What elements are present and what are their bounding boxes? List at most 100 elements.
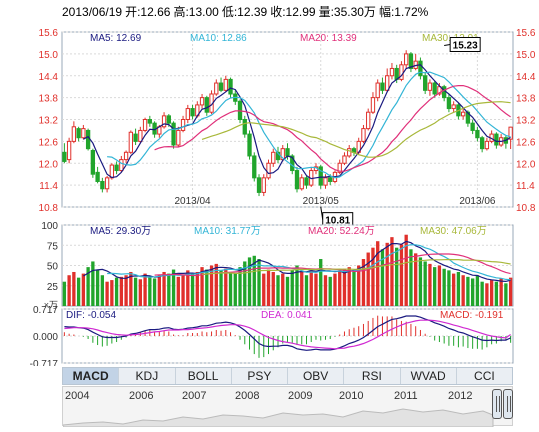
- candle-body: [304, 177, 309, 186]
- candle-body: [138, 129, 143, 142]
- price-y-tick-left: 10.8: [39, 203, 59, 214]
- tab-cci[interactable]: CCI: [474, 369, 495, 383]
- price-y-tick-left: 14.4: [39, 72, 59, 83]
- tab-psy[interactable]: PSY: [232, 368, 288, 384]
- volume-bar: [205, 269, 209, 306]
- candle-body: [142, 119, 148, 131]
- price-x-tick: 2013/06: [459, 196, 496, 207]
- volume-bar: [300, 271, 304, 306]
- price-annotation-pointer: [444, 43, 451, 46]
- candle-body: [432, 82, 437, 95]
- price-y-tick-left: 12.0: [39, 159, 59, 170]
- volume-bar: [357, 265, 361, 306]
- price-y-tick-left: 13.8: [39, 94, 59, 105]
- candle-body: [114, 164, 119, 172]
- volume-bar: [499, 278, 503, 306]
- candle-body: [299, 177, 304, 190]
- volume-bar: [124, 275, 128, 306]
- tab-obv[interactable]: OBV: [288, 368, 345, 384]
- volume-bar: [475, 275, 480, 306]
- price-x-tick: 2013/04: [174, 196, 211, 207]
- volume-bar: [404, 234, 408, 306]
- volume-bar: [504, 283, 508, 306]
- volume-bar: [72, 271, 76, 306]
- candle-body: [90, 149, 96, 175]
- candle-body: [166, 115, 171, 124]
- volume-bar: [323, 275, 328, 306]
- navigator-left-handle[interactable]: [492, 389, 502, 419]
- candle-body: [328, 177, 333, 182]
- price-annotation-label: 10.81: [325, 216, 350, 227]
- volume-bar: [456, 271, 461, 306]
- candle-body: [460, 111, 466, 117]
- volume-y-tick: 100: [41, 221, 58, 232]
- candle-body: [176, 129, 181, 146]
- low-label: 低:: [221, 5, 238, 19]
- tab-kdj[interactable]: KDJ: [119, 368, 176, 384]
- volume-bar: [243, 261, 247, 306]
- candle-body: [123, 151, 129, 161]
- dif-line: [64, 315, 511, 351]
- candle-body: [375, 82, 380, 99]
- ma20-line: [154, 85, 511, 172]
- tab-macd[interactable]: MACD: [63, 368, 120, 384]
- quote-date: 2013/06/19: [62, 5, 123, 19]
- price-legend-ma5: MA5: 12.69: [90, 33, 142, 44]
- volume-bar: [295, 265, 299, 306]
- tab-rsi[interactable]: RSI: [344, 368, 401, 384]
- navigator-year-label: 2011: [394, 390, 418, 402]
- volume-unit: ×万: [44, 300, 58, 310]
- candle-body: [423, 75, 428, 91]
- candle-body: [109, 164, 115, 179]
- tab-boll[interactable]: BOLL: [176, 368, 232, 384]
- volume-bar: [418, 257, 423, 306]
- volume-bar: [105, 281, 109, 306]
- price-legend-ma20: MA20: 13.39: [300, 33, 357, 44]
- price-legend-ma10: MA10: 12.86: [190, 33, 247, 44]
- candle-body: [161, 115, 167, 128]
- volume-legend-ma10: MA10: 31.77万: [194, 226, 261, 237]
- volume-bar: [414, 253, 418, 306]
- close-label: 收:: [270, 5, 286, 19]
- volume-bar: [238, 267, 242, 306]
- candle-body: [199, 97, 205, 106]
- volume-bar: [352, 271, 356, 306]
- volume-bar: [247, 257, 252, 306]
- navigator-year-label: 2007: [182, 390, 207, 402]
- change-value: 1.72%: [394, 5, 429, 19]
- candle-body: [294, 170, 300, 190]
- candle-body: [275, 151, 281, 161]
- price-y-tick-left: 15.0: [39, 50, 59, 61]
- candle-body: [470, 122, 475, 131]
- candle-body: [62, 151, 67, 162]
- candle-body: [133, 133, 138, 142]
- volume-bar: [423, 261, 427, 306]
- navigator-right-handle[interactable]: [503, 389, 513, 419]
- volume-bar: [485, 283, 489, 306]
- volume-bar: [228, 271, 233, 306]
- volume-bar: [190, 273, 195, 306]
- navigator-year-label: 2006: [129, 390, 154, 402]
- volume-legend-ma5: MA5: 29.30万: [90, 226, 151, 237]
- stock-chart: 15.6 15.6 15.0 15.0 14.4 14.4 13.8 13.8 13.2 13.2…: [30, 28, 536, 366]
- tab-wvad[interactable]: WVAD: [401, 368, 457, 384]
- volume-y-tick: 25: [47, 282, 59, 293]
- volume-bar: [200, 267, 204, 306]
- candle-body: [100, 180, 105, 190]
- price-y-tick-right: 13.2: [516, 116, 536, 127]
- volume-bar: [86, 267, 90, 306]
- volume-bar: [100, 275, 105, 306]
- volume-bar: [461, 275, 465, 306]
- volume-bar: [91, 261, 95, 306]
- candle-body: [404, 53, 409, 66]
- volume-bar: [181, 275, 185, 306]
- candle-body: [147, 119, 152, 124]
- candle-body: [418, 60, 423, 77]
- time-navigator[interactable]: 2004 2006 2007 2008 2009 2010 2011 2012: [62, 386, 513, 427]
- candle-body: [66, 140, 72, 161]
- volume-bar: [371, 247, 375, 306]
- volume-bar: [176, 276, 180, 306]
- price-y-tick-right: 10.8: [516, 203, 536, 214]
- candle-body: [171, 122, 176, 146]
- candle-body: [385, 75, 390, 91]
